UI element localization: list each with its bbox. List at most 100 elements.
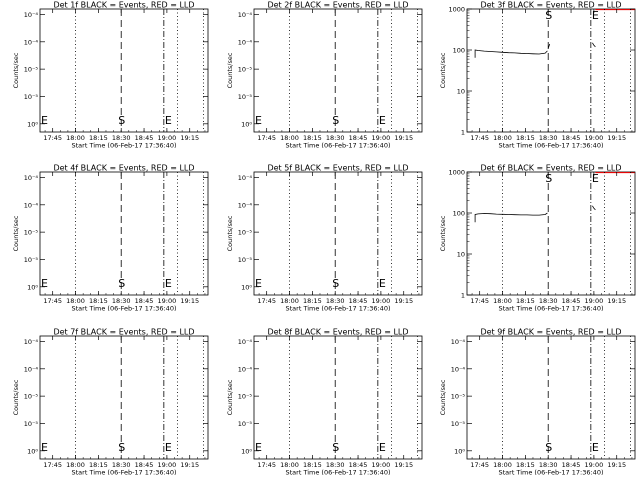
x-tick-label: 18:30 — [326, 297, 345, 305]
x-tick-label: 17:45 — [470, 297, 489, 305]
marker-e: E — [592, 441, 599, 454]
events-series-3 — [592, 42, 596, 48]
x-tick-label: 18:00 — [493, 134, 512, 142]
plot-frame — [466, 335, 636, 460]
chart-panel-5: Det 5f BLACK = Events, RED = LLD 17:45 18:… — [226, 164, 423, 313]
y-tick-label: 10⁻⁴ — [451, 365, 466, 373]
chart-title: Det 8f BLACK = Events, RED = LLD — [267, 328, 408, 337]
y-tick-label: 10⁰ — [241, 283, 252, 291]
x-tick-label: 18:45 — [349, 461, 368, 469]
y-tick-label: 10⁻⁴ — [238, 201, 253, 209]
y-tick-label: 10⁻⁵ — [238, 420, 253, 428]
y-tick-label: 10⁻⁵ — [451, 420, 466, 428]
plot-frame — [39, 8, 209, 133]
x-tick-label: 19:15 — [607, 461, 626, 469]
x-tick-label: 17:45 — [43, 297, 62, 305]
x-tick-label: 18:45 — [349, 134, 368, 142]
x-tick-label: 18:30 — [539, 461, 558, 469]
chart-panel-9: Det 9f BLACK = Events, RED = LLD 17:45 18:… — [439, 328, 636, 477]
chart-panel-8: Det 8f BLACK = Events, RED = LLD 17:45 18:… — [226, 328, 423, 477]
marker-e: E — [379, 441, 386, 454]
x-axis-label: Start Time (06-Feb-17 17:36:40) — [499, 305, 604, 313]
x-tick-label: 19:00 — [158, 461, 177, 469]
marker-e: E — [165, 114, 172, 127]
x-tick-label: 19:15 — [180, 134, 199, 142]
marker-e: E — [165, 277, 172, 290]
x-tick-label: 18:45 — [562, 297, 581, 305]
events-series — [474, 212, 548, 223]
y-tick-label: 10⁰ — [241, 447, 252, 455]
events-series-3 — [592, 205, 596, 211]
y-tick-label: 10⁻⁵ — [238, 393, 253, 401]
plot-frame — [39, 171, 209, 296]
y-tick-label: 10⁻⁵ — [238, 66, 253, 74]
y-tick-label: 10⁰ — [454, 447, 465, 455]
x-tick-label: 18:15 — [89, 297, 108, 305]
x-tick-label: 19:15 — [180, 461, 199, 469]
y-tick-label: 10⁰ — [27, 120, 38, 128]
x-tick-label: 17:45 — [43, 461, 62, 469]
chart-panel-3: Det 3f BLACK = Events, RED = LLD 17:45 18:… — [439, 1, 636, 150]
x-axis-label: Start Time (06-Feb-17 17:36:40) — [499, 469, 604, 477]
x-tick-label: 19:00 — [372, 297, 391, 305]
y-tick-label: 1000 — [448, 6, 465, 14]
marker-e: E — [379, 277, 386, 290]
x-axis-label: Start Time (06-Feb-17 17:36:40) — [286, 469, 391, 477]
x-tick-label: 18:30 — [539, 134, 558, 142]
y-tick-label: 10⁻⁵ — [24, 256, 39, 264]
x-tick-label: 18:30 — [539, 297, 558, 305]
x-tick-label: 18:00 — [493, 461, 512, 469]
chart-panel-7: Det 7f BLACK = Events, RED = LLD 17:45 18:… — [12, 328, 209, 477]
x-tick-label: 19:00 — [585, 461, 604, 469]
x-axis-label: Start Time (06-Feb-17 17:36:40) — [499, 142, 604, 150]
x-tick-label: 18:45 — [562, 134, 581, 142]
x-axis-label: Start Time (06-Feb-17 17:36:40) — [286, 142, 391, 150]
chart-title: Det 7f BLACK = Events, RED = LLD — [53, 328, 194, 337]
y-tick-label: 10⁻⁴ — [238, 11, 253, 19]
marker-s: S — [118, 277, 125, 290]
marker-e: E — [165, 441, 172, 454]
y-tick-label: 10⁻⁴ — [24, 365, 39, 373]
plot-frame — [39, 335, 209, 460]
plot-frame — [253, 8, 423, 133]
chart-panel-1: Det 1f BLACK = Events, RED = LLD 17:45 18:… — [12, 1, 209, 150]
y-axis-label: Counts/sec — [226, 379, 234, 415]
x-tick-label: 18:15 — [303, 297, 322, 305]
x-tick-label: 18:30 — [112, 461, 131, 469]
x-tick-label: 18:45 — [135, 297, 154, 305]
events-series — [474, 49, 548, 58]
y-tick-label: 10⁰ — [27, 447, 38, 455]
x-tick-label: 18:15 — [516, 134, 535, 142]
x-tick-label: 18:45 — [562, 461, 581, 469]
events-series-2 — [547, 43, 551, 49]
marker-e: E — [255, 114, 262, 127]
x-axis-label: Start Time (06-Feb-17 17:36:40) — [286, 305, 391, 313]
y-tick-label: 1 — [461, 292, 465, 300]
y-tick-label: 1000 — [448, 169, 465, 177]
chart-title: Det 1f BLACK = Events, RED = LLD — [53, 1, 194, 10]
x-axis-label: Start Time (06-Feb-17 17:36:40) — [72, 142, 177, 150]
marker-s: S — [332, 441, 339, 454]
marker-s: S — [332, 114, 339, 127]
x-tick-label: 19:00 — [372, 461, 391, 469]
y-tick-label: 10⁰ — [241, 120, 252, 128]
y-tick-label: 10⁻⁵ — [24, 393, 39, 401]
marker-s: S — [545, 441, 552, 454]
y-tick-label: 10⁻⁵ — [24, 229, 39, 237]
y-tick-label: 10⁻⁵ — [238, 93, 253, 101]
x-tick-label: 18:00 — [280, 461, 299, 469]
plot-frame — [253, 335, 423, 460]
y-tick-label: 10⁻⁵ — [24, 93, 39, 101]
y-tick-label: 10⁻⁴ — [451, 338, 466, 346]
x-tick-label: 18:30 — [326, 461, 345, 469]
x-tick-label: 18:15 — [516, 461, 535, 469]
chart-title: Det 2f BLACK = Events, RED = LLD — [267, 1, 408, 10]
marker-e: E — [592, 172, 599, 185]
x-tick-label: 19:15 — [607, 134, 626, 142]
y-axis-label: Counts/sec — [226, 52, 234, 88]
y-tick-label: 10⁻⁴ — [24, 38, 39, 46]
x-tick-label: 19:15 — [394, 134, 413, 142]
y-tick-label: 10⁻⁴ — [24, 338, 39, 346]
marker-e: E — [255, 277, 262, 290]
